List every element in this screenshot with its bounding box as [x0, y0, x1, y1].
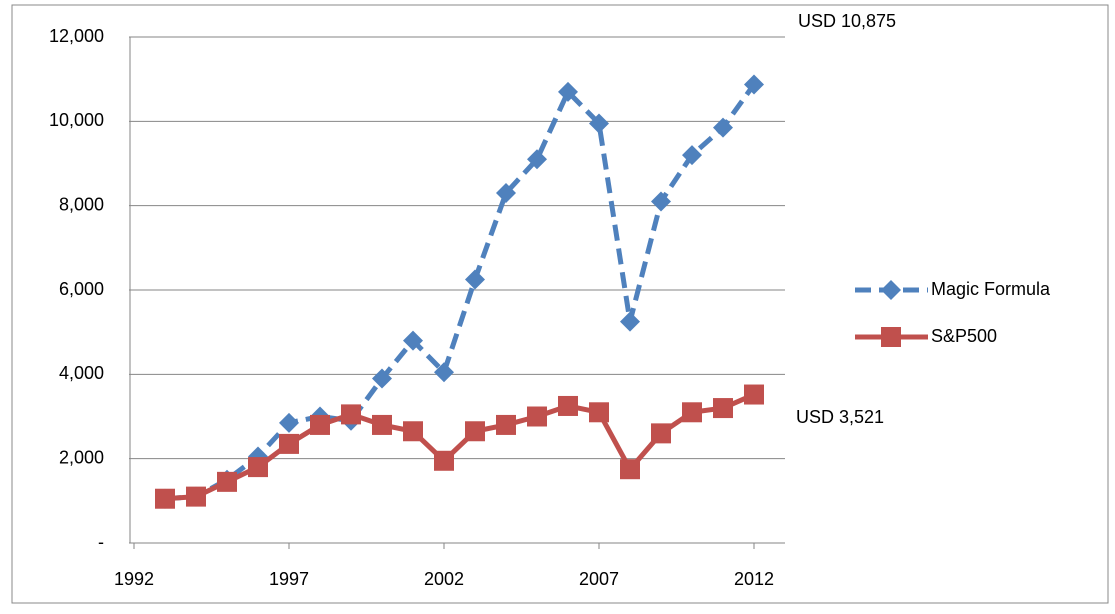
y-tick-label: 6,000	[59, 279, 104, 299]
legend-marker	[881, 280, 901, 300]
marker	[713, 398, 733, 419]
y-tick-label: 10,000	[49, 110, 104, 130]
marker	[589, 113, 609, 134]
legend-marker	[881, 327, 901, 347]
marker	[372, 368, 392, 389]
marker	[651, 191, 671, 212]
y-tick-label: -	[98, 532, 104, 552]
y-tick-label: 2,000	[59, 447, 104, 467]
x-tick-label: 2012	[734, 569, 774, 589]
x-tick-label: 1997	[269, 569, 309, 589]
marker	[155, 488, 175, 509]
marker	[651, 423, 671, 444]
marker	[496, 414, 516, 435]
marker	[682, 145, 702, 166]
marker	[434, 362, 454, 383]
annotation: USD 10,875	[798, 11, 896, 31]
legend-label: Magic Formula	[931, 279, 1051, 299]
marker	[558, 81, 578, 102]
y-tick-label: 12,000	[49, 26, 104, 46]
marker	[465, 421, 485, 442]
legend-label: S&P500	[931, 326, 997, 346]
marker	[403, 421, 423, 442]
marker	[744, 384, 764, 405]
marker	[713, 117, 733, 138]
marker	[186, 486, 206, 507]
y-tick-label: 8,000	[59, 194, 104, 214]
marker	[527, 149, 547, 170]
marker	[279, 433, 299, 454]
marker	[620, 311, 640, 332]
marker	[248, 457, 268, 478]
marker	[465, 269, 485, 290]
marker	[682, 402, 702, 423]
marker	[527, 406, 547, 427]
y-tick-label: 4,000	[59, 363, 104, 383]
marker	[341, 404, 361, 425]
x-tick-label: 1992	[114, 569, 154, 589]
series-line	[164, 82, 757, 502]
marker	[310, 414, 330, 435]
marker	[217, 471, 237, 492]
x-tick-label: 2002	[424, 569, 464, 589]
marker	[279, 412, 299, 433]
marker	[744, 74, 764, 95]
annotation: USD 3,521	[796, 407, 884, 427]
marker	[496, 183, 516, 204]
marker	[434, 450, 454, 471]
marker	[589, 402, 609, 423]
x-tick-label: 2007	[579, 569, 619, 589]
marker	[372, 414, 392, 435]
marker	[403, 330, 423, 351]
marker	[558, 395, 578, 416]
marker	[620, 459, 640, 480]
chart-border	[11, 4, 1109, 604]
